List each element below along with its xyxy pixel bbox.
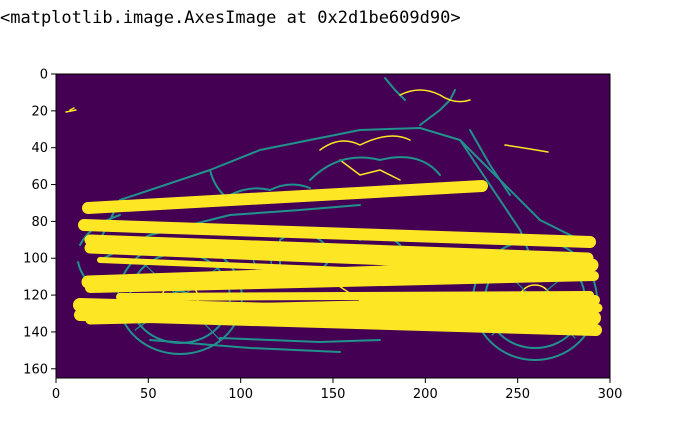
y-tick-label: 60 <box>31 178 48 193</box>
y-tick-label: 120 <box>23 289 48 304</box>
x-axis-ticks: 0 50 100 150 200 250 300 <box>52 378 623 402</box>
x-tick-label: 250 <box>505 387 530 402</box>
x-tick-label: 300 <box>598 387 623 402</box>
x-tick-label: 200 <box>413 387 438 402</box>
y-tick-label: 100 <box>23 252 48 267</box>
x-tick-label: 150 <box>321 387 346 402</box>
x-tick-label: 50 <box>140 387 157 402</box>
x-tick-label: 0 <box>52 387 60 402</box>
y-tick-label: 140 <box>23 325 48 340</box>
y-tick-label: 80 <box>31 215 48 230</box>
y-axis-ticks: 0 20 40 60 80 100 120 140 160 <box>23 68 56 377</box>
yellow-strokes <box>73 180 603 336</box>
y-tick-label: 0 <box>40 68 48 83</box>
image-area <box>56 74 610 378</box>
x-tick-label: 100 <box>228 387 253 402</box>
y-tick-label: 160 <box>23 362 48 377</box>
y-tick-label: 40 <box>31 141 48 156</box>
y-tick-label: 20 <box>31 104 48 119</box>
cell-output-text: <matplotlib.image.AxesImage at 0x2d1be60… <box>0 8 461 28</box>
